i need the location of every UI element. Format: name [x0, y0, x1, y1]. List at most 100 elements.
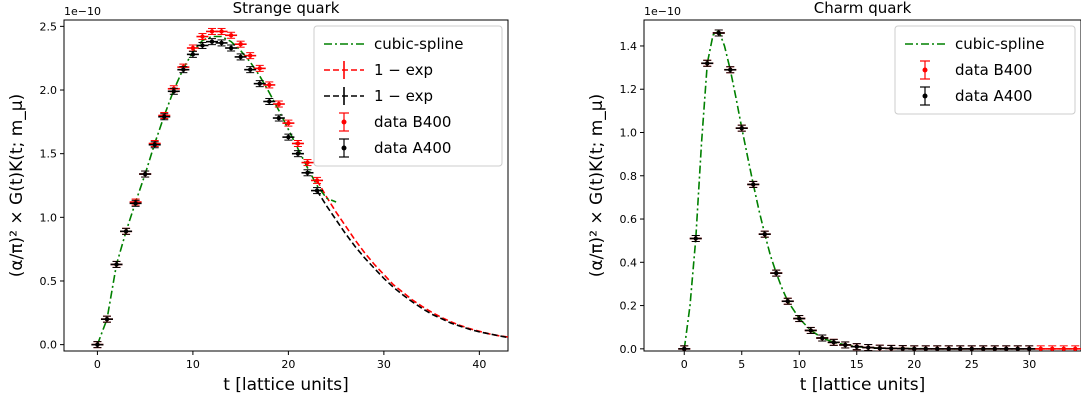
point-marker [831, 340, 836, 345]
point-marker [181, 67, 186, 72]
x-tick-label: 30 [1022, 358, 1036, 371]
point-marker [247, 67, 253, 72]
point-marker [751, 182, 756, 187]
data-point [965, 345, 978, 351]
point-marker [716, 30, 721, 36]
legend-box [894, 25, 1076, 115]
data-point [942, 345, 955, 351]
data-point [885, 344, 898, 351]
data-point [234, 40, 247, 48]
data-point [1034, 345, 1047, 351]
data-point [263, 97, 276, 105]
legend-label: 1 − exp [374, 61, 433, 79]
data-point [781, 297, 794, 305]
point-marker [981, 346, 986, 351]
data-point [850, 343, 863, 351]
data-point [919, 345, 932, 351]
data-point [931, 345, 944, 351]
point-marker [682, 346, 687, 351]
point-marker [171, 89, 177, 94]
data-point [291, 139, 304, 147]
legend-label: cubic-spline [374, 35, 464, 53]
data-point [253, 80, 266, 88]
point-marker [958, 346, 963, 351]
legend: cubic-spline data B400 data A400 [894, 25, 1076, 115]
point-marker [257, 66, 262, 71]
point-marker [693, 236, 698, 241]
data-point [311, 187, 324, 195]
x-tick-label: 30 [377, 358, 391, 371]
legend-item: 1 − exp [324, 61, 433, 79]
point-marker [305, 160, 310, 165]
point-marker [739, 125, 744, 131]
data-point [196, 41, 209, 49]
series-line [316, 179, 508, 338]
data-point [244, 66, 257, 74]
point-marker [1050, 346, 1055, 351]
data-point [139, 170, 152, 178]
point-marker [209, 29, 215, 34]
y-tick-label: 0.0 [620, 343, 638, 356]
x-tick-label: 10 [186, 358, 200, 371]
point-marker [162, 114, 167, 119]
y-axis-label: (α/π)² × G(t)K(t; m_μ) [7, 94, 27, 278]
data-point [873, 344, 886, 351]
x-tick-label: 10 [792, 358, 806, 371]
data-layer [91, 27, 508, 349]
point-marker [286, 134, 291, 140]
data-point [215, 39, 228, 47]
point-marker [923, 346, 928, 351]
point-marker [992, 346, 997, 351]
legend-label: cubic-spline [955, 35, 1045, 53]
data-point [988, 345, 1001, 351]
data-point [311, 176, 324, 184]
point-marker [219, 29, 224, 34]
series-line [683, 29, 1076, 350]
data-point [196, 33, 209, 41]
data-point [1057, 345, 1070, 351]
data-point [225, 44, 238, 52]
legend-label: data A400 [374, 139, 451, 157]
data-point [862, 344, 875, 351]
point-marker [286, 120, 291, 126]
data-point [1046, 345, 1059, 351]
point-marker [843, 342, 848, 348]
data-point [816, 334, 829, 342]
legend-item: data A400 [339, 138, 451, 158]
point-marker [785, 299, 790, 304]
y-tick-label: 0.2 [620, 300, 638, 313]
y-tick-label: 1.5 [40, 148, 58, 161]
legend-item: 1 − exp [324, 87, 433, 105]
data-point [129, 199, 142, 207]
x-tick-label: 0 [681, 358, 688, 371]
point-marker [238, 41, 243, 47]
point-marker [200, 43, 205, 48]
data-point [1000, 345, 1013, 351]
point-marker [877, 345, 882, 351]
y-tick-label: 2.5 [40, 20, 58, 33]
data-point [793, 315, 806, 323]
legend-label: data B400 [374, 113, 451, 131]
point-marker [267, 82, 272, 88]
y-tick-label: 1.0 [40, 211, 58, 224]
data-point [282, 119, 295, 127]
data-point [100, 315, 113, 323]
x-tick-label: 15 [850, 358, 864, 371]
point-marker [228, 33, 234, 38]
point-marker [295, 151, 301, 156]
data-point [186, 50, 199, 58]
point-marker [728, 67, 733, 72]
data-point [215, 27, 228, 35]
data-point [244, 52, 257, 60]
legend-item: data B400 [339, 112, 451, 132]
data-point [1023, 345, 1036, 351]
point-marker [257, 81, 262, 86]
point-marker [854, 344, 859, 349]
point-marker [95, 342, 100, 347]
point-marker [889, 346, 894, 351]
plot-frame [643, 19, 1081, 352]
legend-marker [341, 145, 347, 151]
data-point [1011, 345, 1024, 351]
data-point [206, 38, 218, 46]
